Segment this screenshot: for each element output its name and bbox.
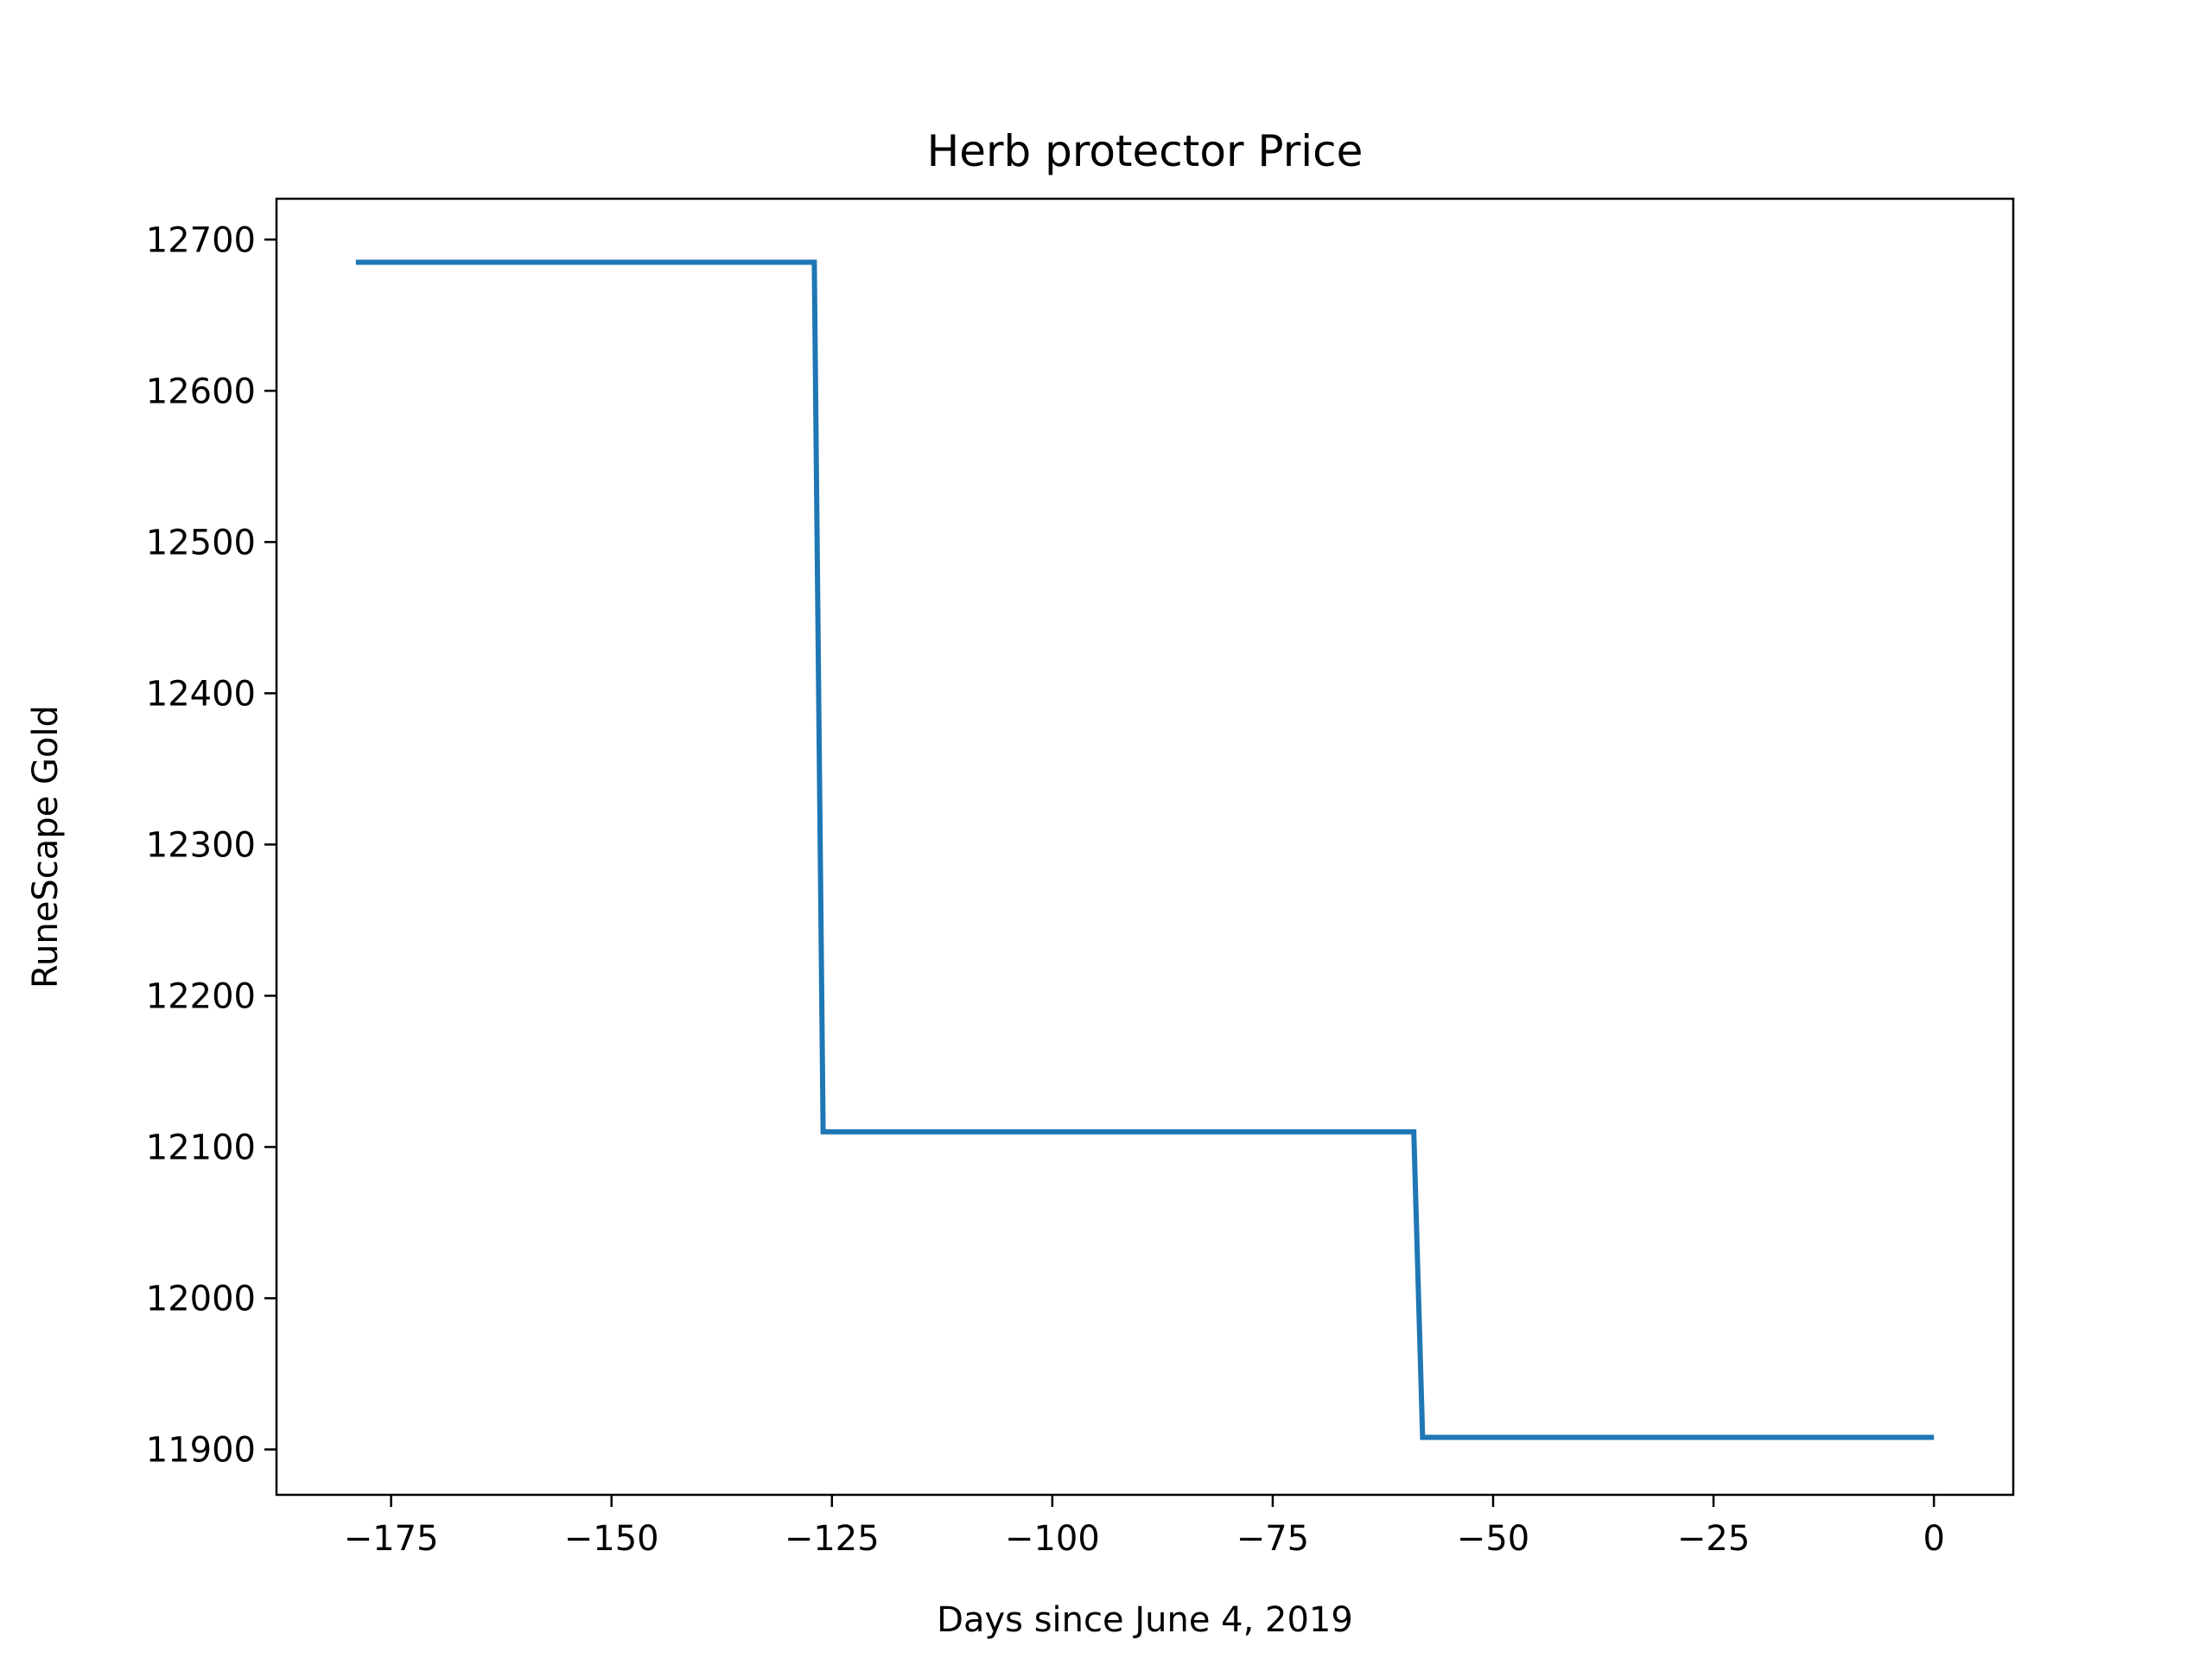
x-tick-label: −150 [564, 1519, 659, 1559]
y-tick-label: 12600 [146, 372, 256, 411]
y-tick-label: 12400 [146, 674, 256, 714]
y-axis-label: RuneScape Gold [26, 705, 66, 988]
x-axis-label: Days since June 4, 2019 [937, 1600, 1353, 1640]
x-tick-label: −175 [344, 1519, 439, 1559]
x-tick-label: −100 [1005, 1519, 1100, 1559]
y-tick-label: 12700 [146, 220, 256, 260]
y-tick-label: 12200 [146, 976, 256, 1016]
x-tick-label: −125 [785, 1519, 880, 1559]
x-tick-label: −25 [1677, 1519, 1750, 1559]
y-tick-label: 11900 [146, 1430, 256, 1470]
x-axis-ticks: −175 −150 −125 −100 −75 −50 −25 0 [344, 1495, 1945, 1559]
y-axis-ticks: 11900 12000 12100 12200 12300 12400 12500 12600… [146, 220, 276, 1470]
series-line-0 [355, 259, 1935, 1440]
plot-frame [275, 197, 2015, 1497]
y-tick-label: 12000 [146, 1279, 256, 1319]
x-tick-label: −50 [1457, 1519, 1529, 1559]
series-layer [355, 259, 1935, 1440]
y-tick-label: 12100 [146, 1128, 256, 1167]
y-tick-label: 12300 [146, 825, 256, 865]
plot-area [276, 199, 2013, 1495]
chart-title: Herb protector Price [927, 126, 1363, 176]
x-tick-label: 0 [1923, 1519, 1944, 1559]
y-tick-label: 12500 [146, 523, 256, 563]
x-tick-label: −75 [1236, 1519, 1309, 1559]
